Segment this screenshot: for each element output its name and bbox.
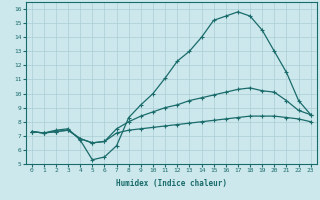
X-axis label: Humidex (Indice chaleur): Humidex (Indice chaleur) — [116, 179, 227, 188]
